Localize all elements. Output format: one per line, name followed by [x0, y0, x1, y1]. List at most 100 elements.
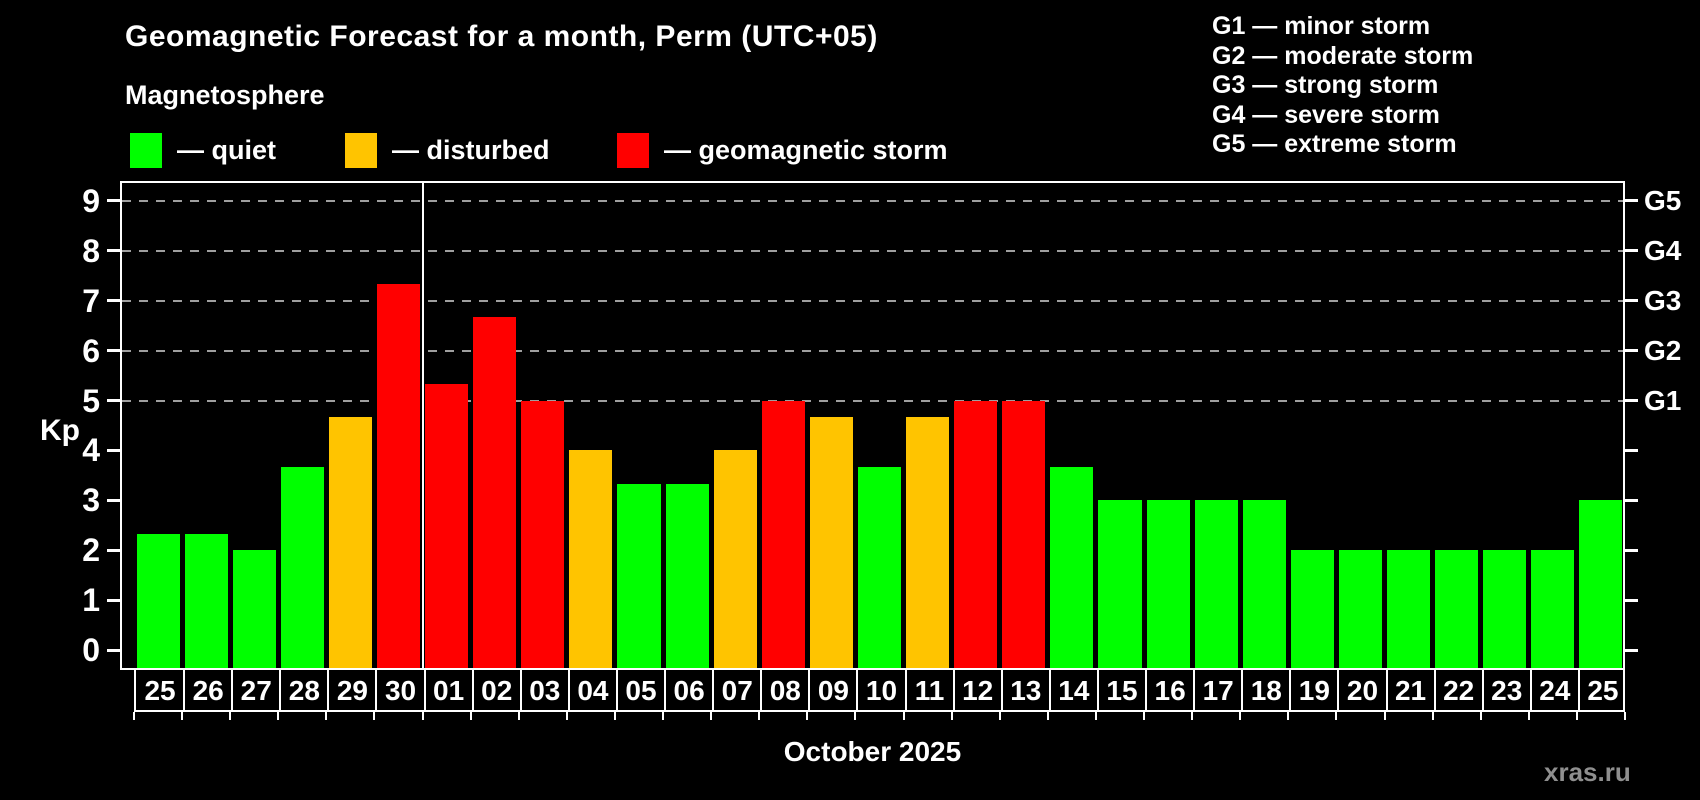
- kp-bar-day-19: [1290, 550, 1334, 668]
- day-cell-border: [1145, 670, 1148, 710]
- g-axis-label-g2: G2: [1644, 334, 1682, 366]
- y-axis-tick-2: [107, 548, 120, 552]
- kp-bar-day-08: [761, 400, 805, 668]
- g-axis-tick-1: [1625, 598, 1638, 602]
- day-cell-border: [1193, 670, 1196, 710]
- day-cell-border: [856, 670, 859, 710]
- y-axis-tick-label: 6: [82, 332, 100, 369]
- day-cell-border: [327, 670, 330, 710]
- kp-bar-day-09: [809, 416, 853, 668]
- day-axis-tick: [277, 712, 280, 720]
- day-label-cell: 19: [1298, 675, 1330, 706]
- watermark: xras.ru: [1544, 757, 1631, 787]
- day-cell-border: [760, 670, 763, 710]
- day-axis-tick: [421, 712, 424, 720]
- day-axis-tick: [1383, 712, 1386, 720]
- day-label-cell: 13: [1010, 675, 1042, 706]
- kp-bar-day-20: [1338, 550, 1382, 668]
- day-cell-border: [615, 670, 618, 710]
- g-axis-label-g5: G5: [1644, 184, 1682, 216]
- day-label-cell: 25: [144, 675, 176, 706]
- day-label-cell: 24: [1539, 675, 1571, 706]
- kp-bar-day-16: [1146, 500, 1190, 668]
- day-axis-tick: [758, 712, 761, 720]
- day-axis-tick: [1624, 712, 1626, 720]
- day-cell-border: [1433, 670, 1436, 710]
- legend-item-quiet: — quiet: [130, 132, 276, 168]
- day-axis-tick: [613, 712, 616, 720]
- kp-bar-day-02: [473, 317, 517, 668]
- day-axis-tick: [1191, 712, 1194, 720]
- day-label-cell: 14: [1058, 675, 1090, 706]
- day-axis-tick: [710, 712, 713, 720]
- kp-bar-day-12: [954, 400, 998, 668]
- x-axis-title: October 2025: [783, 736, 962, 767]
- day-cell-border: [183, 670, 186, 710]
- month-divider: [421, 183, 424, 668]
- kp-bar-day-04: [569, 450, 613, 668]
- day-label-cell: 09: [817, 675, 849, 706]
- day-cell-border: [1481, 670, 1484, 710]
- day-cell-border: [1289, 670, 1292, 710]
- kp-bar-day-30: [376, 284, 421, 668]
- kp-bar-day-21: [1387, 550, 1431, 668]
- day-axis-tick: [181, 712, 184, 720]
- y-axis-tick-label: 8: [82, 232, 100, 269]
- gridline-kp-9: [122, 199, 1623, 202]
- g-axis-tick-2: [1625, 548, 1638, 552]
- kp-bar-day-29: [328, 416, 372, 668]
- legend-label: — disturbed: [392, 134, 550, 165]
- day-axis-tick: [1479, 712, 1482, 720]
- kp-bar-day-25: [136, 533, 180, 668]
- kp-bar-day-22: [1435, 550, 1479, 668]
- kp-bar-day-03: [521, 400, 565, 668]
- kp-bar-day-10: [857, 466, 902, 668]
- day-cell-border: [279, 670, 282, 710]
- day-label-cell: 20: [1346, 675, 1379, 706]
- day-axis-tick: [1046, 712, 1049, 720]
- y-axis-tick-8: [107, 249, 120, 253]
- day-cell-border: [1096, 670, 1099, 710]
- day-axis-tick: [1239, 712, 1242, 720]
- g-legend-line: G2 — moderate storm: [1212, 41, 1474, 70]
- day-label-cell: 15: [1106, 675, 1138, 706]
- g-axis-tick-5: [1625, 399, 1638, 402]
- day-axis-tick: [902, 712, 905, 720]
- kp-bar-day-25: [1579, 500, 1623, 668]
- day-cell-border: [471, 670, 474, 710]
- day-label-cell: 06: [673, 675, 705, 706]
- kp-bar-day-14: [1050, 466, 1094, 668]
- day-axis-tick: [229, 712, 232, 720]
- day-label-cell: 07: [721, 675, 753, 706]
- y-axis-tick-label: 9: [82, 182, 100, 219]
- day-cell-border: [952, 670, 955, 710]
- day-cell-border: [567, 670, 570, 710]
- day-axis-tick: [1527, 712, 1530, 720]
- day-axis-tick: [1431, 712, 1434, 720]
- day-label-cell: 11: [914, 675, 945, 706]
- day-cell-border: [519, 670, 522, 710]
- gridline-kp-7: [122, 299, 1623, 302]
- day-cell-border: [423, 670, 426, 710]
- day-label-cell: 17: [1202, 675, 1234, 706]
- g-axis-tick-7: [1625, 299, 1638, 303]
- y-axis-tick-5: [107, 399, 120, 402]
- g-scale-legend: G1 — minor storm G2 — moderate storm G3 — …: [1212, 12, 1473, 160]
- day-axis-tick: [1335, 712, 1338, 720]
- plot-frame: [120, 181, 1625, 670]
- day-axis-tick: [854, 712, 857, 720]
- kp-bar-day-07: [713, 450, 757, 668]
- day-axis-tick: [1143, 712, 1146, 720]
- day-axis-tick: [1575, 712, 1578, 720]
- kp-bar-day-15: [1098, 500, 1142, 668]
- day-label-row: 25 26 27 28 29 30 01 02 03 04 05 06 07 08 09 10 11 12 13 14…: [134, 668, 1625, 712]
- day-axis-tick: [325, 712, 328, 720]
- g-axis-tick-3: [1625, 498, 1638, 502]
- day-cell-border: [231, 670, 234, 710]
- kp-bar-day-06: [665, 483, 709, 668]
- day-cell-border: [1577, 670, 1580, 710]
- kp-bar-day-11: [906, 416, 950, 668]
- g-axis-label-g1: G1: [1644, 384, 1682, 416]
- day-cell-border: [664, 670, 667, 710]
- day-label-cell: 22: [1443, 675, 1475, 706]
